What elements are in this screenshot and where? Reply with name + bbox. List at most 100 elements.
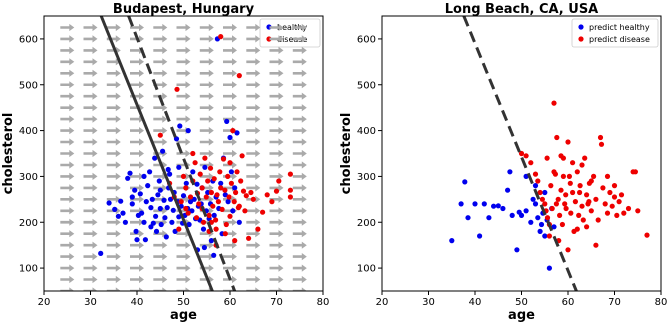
y-tick-label: 100	[357, 264, 376, 275]
vector-arrow	[223, 35, 237, 43]
data-point	[173, 136, 180, 142]
vector-arrow	[106, 161, 121, 169]
vector-arrow	[106, 23, 121, 32]
series-predict-healthy	[449, 169, 557, 271]
data-point	[500, 205, 506, 212]
data-point	[206, 212, 212, 218]
data-point	[542, 201, 548, 207]
data-point	[226, 194, 232, 200]
vector-arrow	[269, 46, 284, 54]
data-point	[644, 232, 650, 238]
data-point	[528, 219, 534, 225]
y-tick-label: 100	[19, 264, 38, 275]
vector-arrow	[199, 264, 214, 272]
vector-arrow	[223, 46, 237, 54]
data-point	[609, 203, 615, 209]
data-point	[143, 199, 149, 205]
vector-arrow	[246, 69, 261, 77]
data-point	[148, 224, 154, 230]
vector-arrow	[176, 195, 191, 203]
data-point	[157, 187, 163, 193]
data-point	[232, 238, 238, 244]
vector-arrow	[106, 115, 121, 123]
vector-arrow	[199, 92, 214, 100]
data-point	[621, 210, 627, 216]
vector-arrow	[292, 35, 307, 43]
data-point	[165, 166, 171, 173]
x-tick-label: 20	[376, 297, 389, 308]
data-point	[566, 173, 573, 179]
data-point	[580, 217, 586, 223]
data-point	[505, 187, 511, 193]
y-tick-label: 400	[357, 126, 376, 137]
data-point	[230, 128, 236, 134]
data-point	[106, 200, 112, 206]
vector-arrow	[176, 92, 191, 100]
vector-arrow	[269, 104, 284, 112]
vector-arrow	[223, 253, 237, 261]
vector-arrow	[292, 127, 307, 135]
legend-marker	[578, 24, 584, 30]
x-tick-label: 40	[469, 297, 482, 308]
data-point	[507, 169, 513, 175]
vector-arrow	[223, 138, 237, 146]
data-point	[145, 183, 151, 189]
vector-arrow	[83, 184, 98, 192]
data-point	[174, 86, 180, 92]
legend: predict healthy predict disease	[578, 23, 650, 44]
data-point	[234, 130, 240, 136]
vector-arrow	[269, 138, 284, 146]
data-point	[246, 235, 252, 241]
vector-arrow	[269, 115, 284, 123]
vector-arrow	[176, 287, 191, 291]
vector-arrow	[176, 58, 191, 66]
panel-budapest: Budapest, Hungary age cholesterol health…	[1, 2, 329, 322]
data-point	[139, 210, 145, 216]
data-point	[465, 215, 471, 221]
vector-arrow	[292, 275, 307, 284]
vector-arrow	[223, 264, 237, 272]
data-point	[176, 226, 182, 232]
data-point	[177, 123, 183, 129]
data-point	[562, 201, 568, 207]
y-tick-label: 400	[19, 126, 38, 137]
data-point	[548, 183, 554, 189]
vector-arrow	[223, 241, 237, 249]
data-point	[611, 183, 618, 189]
vector-arrow	[269, 241, 284, 249]
data-point	[236, 73, 242, 79]
vector-arrow	[176, 35, 191, 43]
vector-arrow	[130, 287, 144, 291]
data-point	[192, 160, 198, 166]
vector-arrow	[153, 35, 168, 43]
data-point	[120, 210, 126, 216]
vector-arrow	[199, 127, 214, 135]
data-point	[546, 233, 553, 239]
vector-arrow	[106, 149, 121, 158]
data-point	[217, 169, 223, 175]
data-point	[528, 160, 534, 166]
data-point	[207, 165, 214, 171]
vector-arrow	[269, 184, 284, 192]
vector-arrow	[130, 172, 144, 180]
data-point	[141, 173, 147, 179]
vector-arrow	[153, 230, 168, 238]
data-point	[118, 198, 124, 204]
x-axis-label: age	[170, 308, 197, 322]
data-point	[218, 185, 224, 191]
vector-arrow	[153, 241, 168, 249]
vector-arrow	[269, 92, 284, 100]
legend-marker	[578, 36, 584, 42]
data-point	[614, 212, 620, 218]
vector-arrow	[106, 81, 121, 89]
vector-arrow	[130, 149, 144, 158]
chart-title: Budapest, Hungary	[113, 2, 255, 17]
vector-arrow	[130, 253, 144, 261]
vector-arrow	[199, 149, 214, 158]
data-point	[208, 238, 214, 244]
data-point	[563, 192, 569, 198]
series-disease	[157, 34, 293, 248]
data-point	[588, 208, 594, 214]
vector-arrow	[106, 35, 121, 43]
vector-arrow	[83, 35, 98, 43]
